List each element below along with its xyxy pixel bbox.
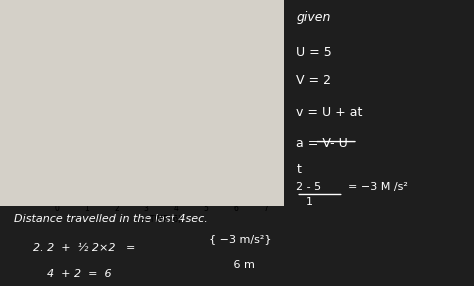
Text: t: t [296,163,301,176]
Text: 2. 2  +  ½ 2×2   =: 2. 2 + ½ 2×2 = [33,243,136,253]
Text: Distance travelled in the last 4sec.: Distance travelled in the last 4sec. [14,214,208,225]
Text: A: A [116,57,123,67]
Text: travelled in the last 4 seconds.: travelled in the last 4 seconds. [26,33,159,42]
Text: The time-velocity graph of a car is shown in the figure.: The time-velocity graph of a car is show… [26,4,263,13]
Text: V = 2: V = 2 [296,74,331,87]
Text: { −3 m/s²}: { −3 m/s²} [209,235,271,245]
Text: Ans.: Ans. [95,194,113,203]
Y-axis label: → VELOCITY (m/δ): → VELOCITY (m/δ) [40,103,46,166]
Text: v = U + at: v = U + at [296,106,363,119]
X-axis label: → TIME (δ): → TIME (δ) [141,215,181,224]
Text: Calculate : (i) acceleration from A to B, (ii) distance: Calculate : (i) acceleration from A to B… [26,19,247,27]
Text: 6 m: 6 m [223,260,255,270]
Text: 2 - 5: 2 - 5 [296,182,321,192]
Text: given: given [296,11,331,24]
Text: 4  + 2  =  6: 4 + 2 = 6 [47,269,112,279]
Text: = −3 M /s²: = −3 M /s² [348,182,408,192]
Text: B: B [148,135,155,145]
Text: U = 5: U = 5 [296,46,332,59]
Text: 6.: 6. [5,4,15,14]
Text: a = V- U: a = V- U [296,137,348,150]
Text: 1: 1 [306,197,313,207]
